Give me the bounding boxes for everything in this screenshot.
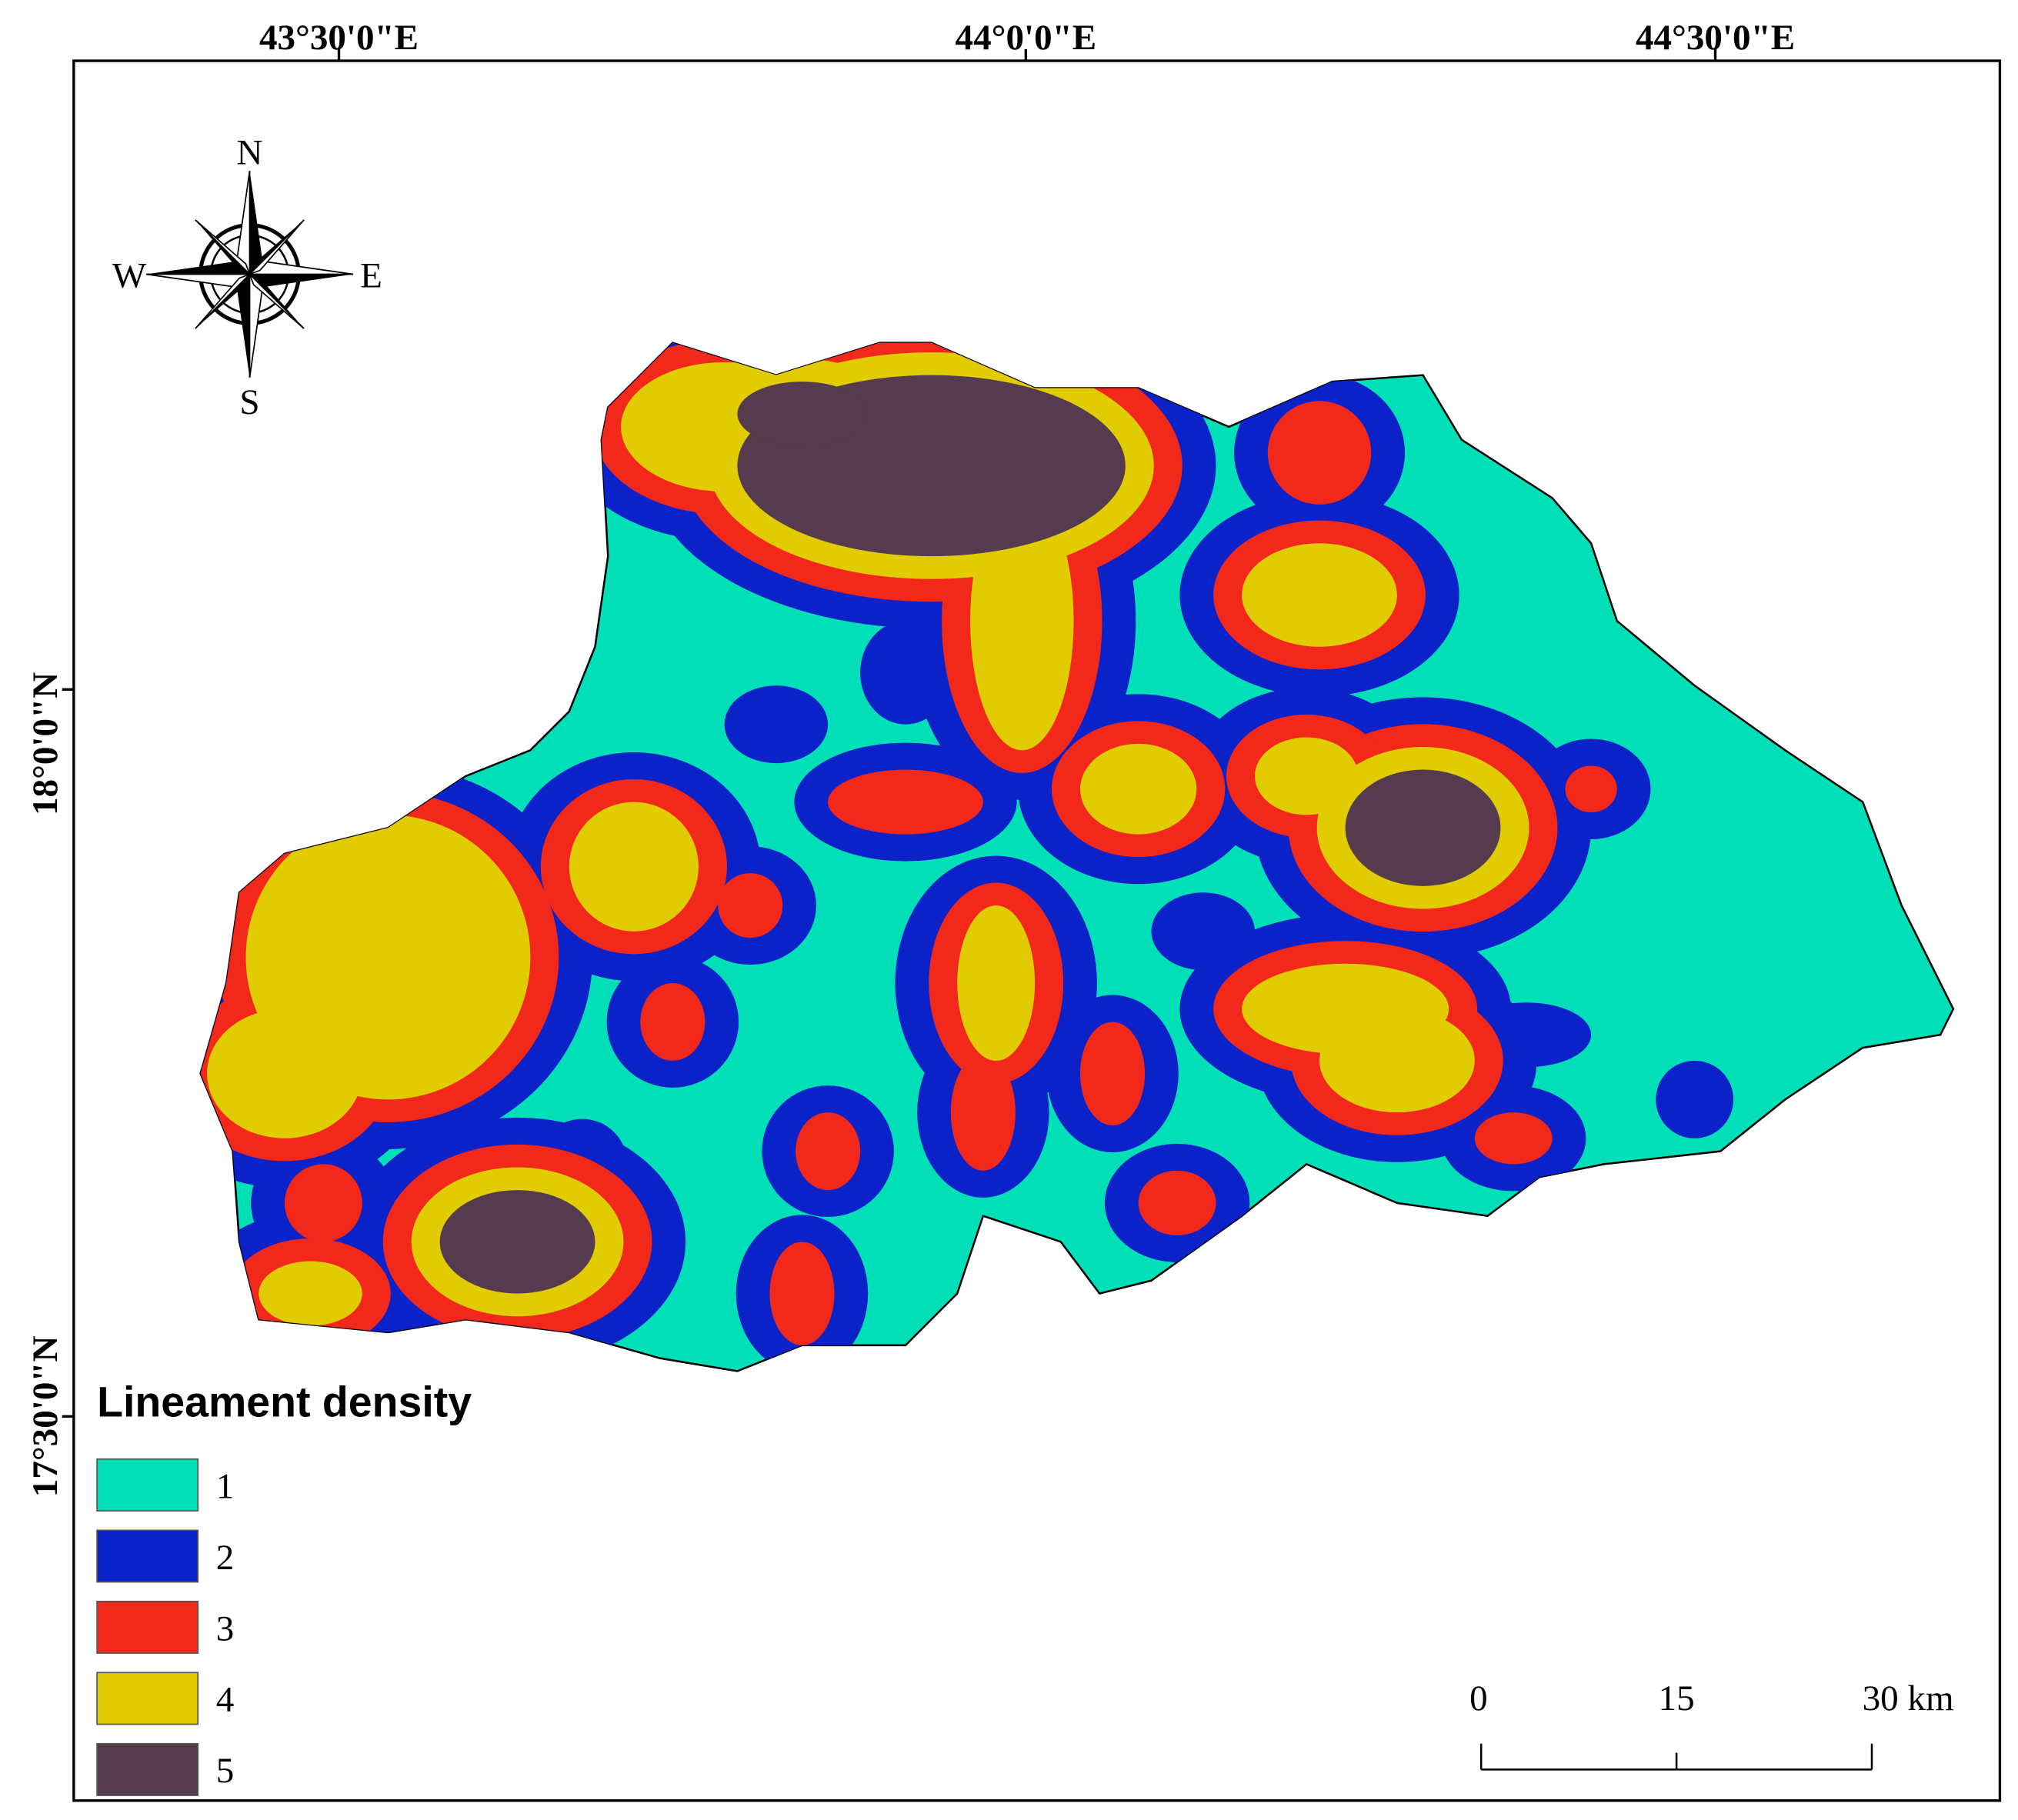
density-zone xyxy=(1079,743,1197,835)
density-zone xyxy=(860,621,951,725)
density-zone xyxy=(724,685,829,764)
legend-label: 4 xyxy=(216,1680,235,1720)
scale-label: 15 xyxy=(1659,1678,1695,1718)
graticule-label: 44°0'0"E xyxy=(956,18,1097,58)
density-zone xyxy=(970,492,1074,751)
legend-swatch xyxy=(96,1672,199,1725)
legend-swatch xyxy=(96,1529,199,1583)
scale-label: 30 km xyxy=(1863,1678,1954,1718)
density-zone xyxy=(1079,1022,1146,1125)
density-zone xyxy=(1151,892,1255,971)
compass-label: N xyxy=(237,133,263,173)
density-zone xyxy=(284,1164,362,1242)
density-zone xyxy=(1242,543,1397,647)
density-zone xyxy=(796,1112,861,1191)
density-zone xyxy=(1138,1170,1216,1235)
graticule-label: 18°0'0"N xyxy=(25,672,65,815)
graticule-ticks xyxy=(62,48,1717,1418)
scale-bar xyxy=(1479,1743,1873,1771)
north-arrow xyxy=(145,170,354,378)
density-zone xyxy=(769,1242,835,1345)
density-zone xyxy=(957,905,1036,1061)
density-zone xyxy=(1267,401,1372,505)
density-zones xyxy=(200,342,1734,1372)
density-zone xyxy=(439,1190,595,1294)
scale-label: 0 xyxy=(1469,1678,1488,1718)
legend-swatch xyxy=(96,1742,199,1796)
density-zone xyxy=(1345,769,1501,886)
density-zone xyxy=(569,802,699,932)
legend-label: 1 xyxy=(216,1466,235,1506)
density-zone xyxy=(950,1054,1016,1171)
compass-label: W xyxy=(112,255,147,295)
graticule-label: 43°30'0"E xyxy=(259,18,419,58)
graticule-label: 17°30'0"N xyxy=(25,1335,65,1497)
legend: 1 2 3 4 5 xyxy=(96,1458,235,1796)
legend-label: 5 xyxy=(216,1751,235,1791)
density-zone xyxy=(718,873,783,938)
density-zone xyxy=(259,1261,362,1326)
density-zone xyxy=(207,1008,362,1138)
legend-label: 3 xyxy=(216,1608,235,1648)
study-area xyxy=(199,342,1955,1372)
density-zone xyxy=(1474,1112,1553,1165)
density-zone xyxy=(1656,1060,1734,1138)
compass-label: S xyxy=(239,382,259,422)
density-zone xyxy=(1254,737,1359,815)
legend-label: 2 xyxy=(216,1538,235,1578)
density-zone xyxy=(1565,765,1617,813)
graticule-label: 44°30'0"E xyxy=(1636,18,1795,58)
density-zone xyxy=(828,769,983,835)
legend-swatch xyxy=(96,1600,199,1654)
density-zone xyxy=(1319,1008,1475,1113)
legend-swatch xyxy=(96,1458,199,1512)
density-zone xyxy=(737,382,867,447)
density-zone xyxy=(640,983,705,1061)
compass-label: E xyxy=(360,255,382,295)
legend-title: Lineament density xyxy=(97,1378,472,1425)
